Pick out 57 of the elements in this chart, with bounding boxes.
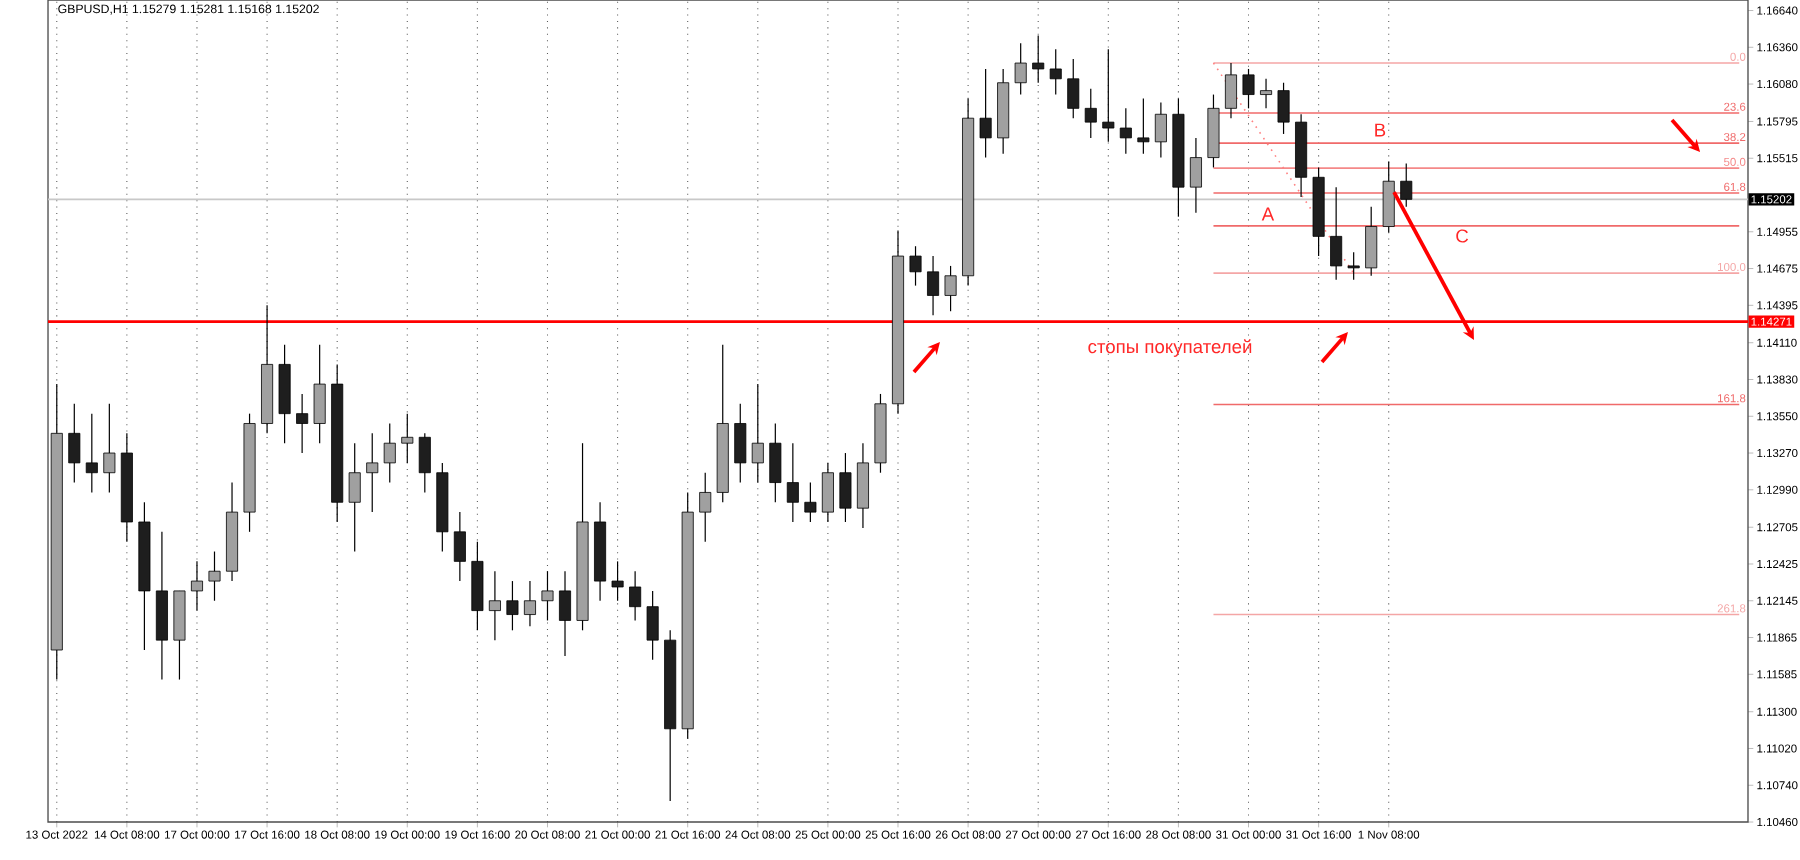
candlestick bbox=[821, 462, 834, 523]
candlestick bbox=[68, 403, 81, 484]
candlestick bbox=[1049, 48, 1062, 96]
candlestick bbox=[699, 472, 712, 543]
candlestick bbox=[523, 580, 536, 627]
candlestick bbox=[383, 422, 396, 484]
candlestick bbox=[366, 432, 379, 513]
candlestick bbox=[1330, 186, 1343, 281]
candlestick bbox=[1242, 68, 1255, 109]
candlestick bbox=[559, 570, 572, 657]
candlestick bbox=[769, 422, 782, 503]
candlestick bbox=[313, 344, 326, 444]
candlestick bbox=[786, 442, 799, 523]
candlestick bbox=[1277, 82, 1290, 135]
candlestick bbox=[611, 560, 624, 602]
candlestick bbox=[629, 570, 642, 622]
candlestick bbox=[1400, 162, 1413, 208]
candlestick bbox=[909, 245, 922, 287]
candlestick bbox=[734, 403, 747, 484]
candlestick bbox=[541, 570, 554, 622]
candlestick bbox=[418, 432, 431, 494]
candlestick bbox=[1119, 107, 1132, 155]
candlestick bbox=[927, 255, 940, 316]
candlestick bbox=[208, 550, 221, 602]
candlestick bbox=[85, 413, 98, 494]
candlestick bbox=[856, 442, 869, 529]
candlestick bbox=[1014, 42, 1027, 96]
candlestick bbox=[190, 560, 203, 612]
candlestick bbox=[1365, 206, 1378, 277]
candlestick bbox=[1347, 251, 1360, 281]
annotation: B bbox=[1375, 123, 1386, 137]
annotation: стопы покупателей bbox=[1088, 339, 1252, 357]
candlestick bbox=[1084, 88, 1097, 139]
candlestick bbox=[1032, 34, 1045, 84]
candlestick bbox=[1260, 78, 1273, 109]
candlestick bbox=[979, 68, 992, 159]
candlestick bbox=[506, 580, 519, 631]
candlestick bbox=[1067, 58, 1080, 119]
candlestick bbox=[1154, 101, 1167, 159]
annotation: A bbox=[1261, 207, 1275, 221]
candlestick bbox=[1224, 62, 1237, 119]
candlestick bbox=[1189, 137, 1202, 214]
candlestick bbox=[296, 393, 309, 454]
candlestick bbox=[1137, 97, 1150, 155]
candlestick bbox=[348, 442, 361, 553]
candlestick bbox=[646, 590, 659, 661]
candlestick bbox=[103, 403, 116, 494]
candlestick bbox=[751, 383, 764, 484]
annotation: C bbox=[1456, 229, 1469, 243]
candlestick bbox=[944, 265, 957, 312]
candlestick bbox=[488, 570, 501, 641]
candlestick bbox=[1102, 48, 1115, 143]
candlestick bbox=[401, 413, 414, 464]
candlestick bbox=[1382, 160, 1395, 234]
candlestick bbox=[839, 452, 852, 523]
candlestick bbox=[453, 511, 466, 582]
candlestick bbox=[804, 481, 817, 523]
